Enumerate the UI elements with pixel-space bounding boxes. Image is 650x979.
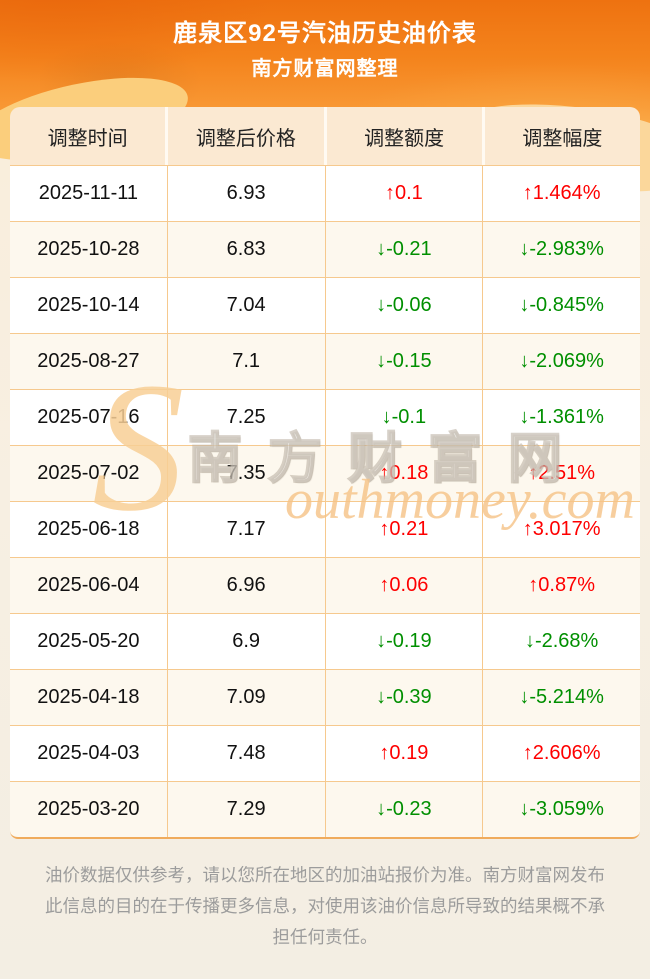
table-row: 2025-04-18 7.09 ↓-0.39 ↓-5.214%: [10, 669, 640, 725]
cell-price: 7.35: [166, 446, 325, 501]
cell-price: 6.9: [166, 614, 325, 669]
table-row: 2025-06-18 7.17 ↑0.21 ↑3.017%: [10, 501, 640, 557]
cell-change: ↓-0.21: [324, 222, 483, 277]
cell-price: 7.25: [166, 390, 325, 445]
cell-date: 2025-10-14: [37, 294, 140, 316]
column-header-change: 调整额度: [323, 107, 482, 165]
cell-price: 6.93: [166, 166, 325, 221]
cell-percent: ↓-3.059%: [482, 782, 640, 837]
column-header-date: 调整时间: [47, 127, 128, 150]
cell-price: 7.29: [166, 782, 325, 837]
cell-date: 2025-07-02: [37, 462, 140, 484]
cell-price: 7.17: [166, 502, 325, 557]
table-row: 2025-10-28 6.83 ↓-0.21 ↓-2.983%: [10, 221, 640, 277]
cell-date: 2025-10-28: [37, 238, 140, 260]
cell-change: ↓-0.06: [324, 278, 483, 333]
cell-percent: ↑3.017%: [482, 502, 640, 557]
cell-change: ↑0.06: [324, 558, 483, 613]
cell-change: ↑0.19: [324, 726, 483, 781]
cell-percent: ↓-5.214%: [482, 670, 640, 725]
cell-date: 2025-04-18: [37, 686, 140, 708]
table-header-row: 调整时间 调整后价格 调整额度 调整幅度: [10, 107, 640, 165]
cell-change: ↓-0.1: [324, 390, 483, 445]
cell-change: ↓-0.19: [324, 614, 483, 669]
cell-date: 2025-08-27: [37, 350, 140, 372]
cell-change: ↓-0.39: [324, 670, 483, 725]
cell-change: ↑0.1: [324, 166, 483, 221]
cell-percent: ↓-2.069%: [482, 334, 640, 389]
page-subtitle: 南方财富网整理: [251, 58, 399, 80]
cell-percent: ↓-2.983%: [482, 222, 640, 277]
cell-percent: ↓-1.361%: [482, 390, 640, 445]
column-header-percent: 调整幅度: [481, 107, 640, 165]
cell-percent: ↓-2.68%: [482, 614, 640, 669]
price-table: 调整时间 调整后价格 调整额度 调整幅度 2025-11-11 6.93 ↑0.1 ↑…: [10, 107, 640, 839]
hero: 鹿泉区92号汽油历史油价表 南方财富网整理: [0, 19, 650, 82]
cell-change: ↓-0.23: [324, 782, 483, 837]
page-title: 鹿泉区92号汽油历史油价表: [173, 20, 477, 47]
cell-price: 7.09: [166, 670, 325, 725]
cell-price: 7.04: [166, 278, 325, 333]
cell-date: 2025-07-16: [37, 406, 140, 428]
table-row: 2025-06-04 6.96 ↑0.06 ↑0.87%: [10, 557, 640, 613]
cell-date: 2025-06-04: [37, 574, 140, 596]
cell-change: ↓-0.15: [324, 334, 483, 389]
cell-change: ↑0.18: [324, 446, 483, 501]
disclaimer-text: 油价数据仅供参考，请以您所在地区的加油站报价为准。南方财富网发布此信息的目的在于…: [45, 865, 605, 947]
table-row: 2025-07-02 7.35 ↑0.18 ↑2.51%: [10, 445, 640, 501]
table-body: 2025-11-11 6.93 ↑0.1 ↑1.464% 2025-10-28 6.83 ↓…: [10, 165, 640, 839]
table-row: 2025-03-20 7.29 ↓-0.23 ↓-3.059%: [10, 781, 640, 839]
table-row: 2025-05-20 6.9 ↓-0.19 ↓-2.68%: [10, 613, 640, 669]
cell-date: 2025-03-20: [37, 798, 140, 820]
column-header-price: 调整后价格: [165, 107, 323, 165]
cell-price: 7.48: [166, 726, 325, 781]
table-row: 2025-07-16 7.25 ↓-0.1 ↓-1.361%: [10, 389, 640, 445]
table-row: 2025-10-14 7.04 ↓-0.06 ↓-0.845%: [10, 277, 640, 333]
table-row: 2025-08-27 7.1 ↓-0.15 ↓-2.069%: [10, 333, 640, 389]
cell-percent: ↑2.606%: [482, 726, 640, 781]
cell-change: ↑0.21: [324, 502, 483, 557]
cell-date: 2025-04-03: [37, 742, 140, 764]
cell-percent: ↑1.464%: [482, 166, 640, 221]
table-row: 2025-11-11 6.93 ↑0.1 ↑1.464%: [10, 165, 640, 221]
cell-percent: ↓-0.845%: [482, 278, 640, 333]
cell-date: 2025-06-18: [37, 518, 140, 540]
cell-price: 7.1: [166, 334, 325, 389]
table-row: 2025-04-03 7.48 ↑0.19 ↑2.606%: [10, 725, 640, 781]
cell-price: 6.96: [166, 558, 325, 613]
cell-percent: ↑2.51%: [482, 446, 640, 501]
cell-date: 2025-11-11: [38, 182, 139, 204]
cell-date: 2025-05-20: [37, 630, 140, 652]
cell-price: 6.83: [166, 222, 325, 277]
cell-percent: ↑0.87%: [482, 558, 640, 613]
